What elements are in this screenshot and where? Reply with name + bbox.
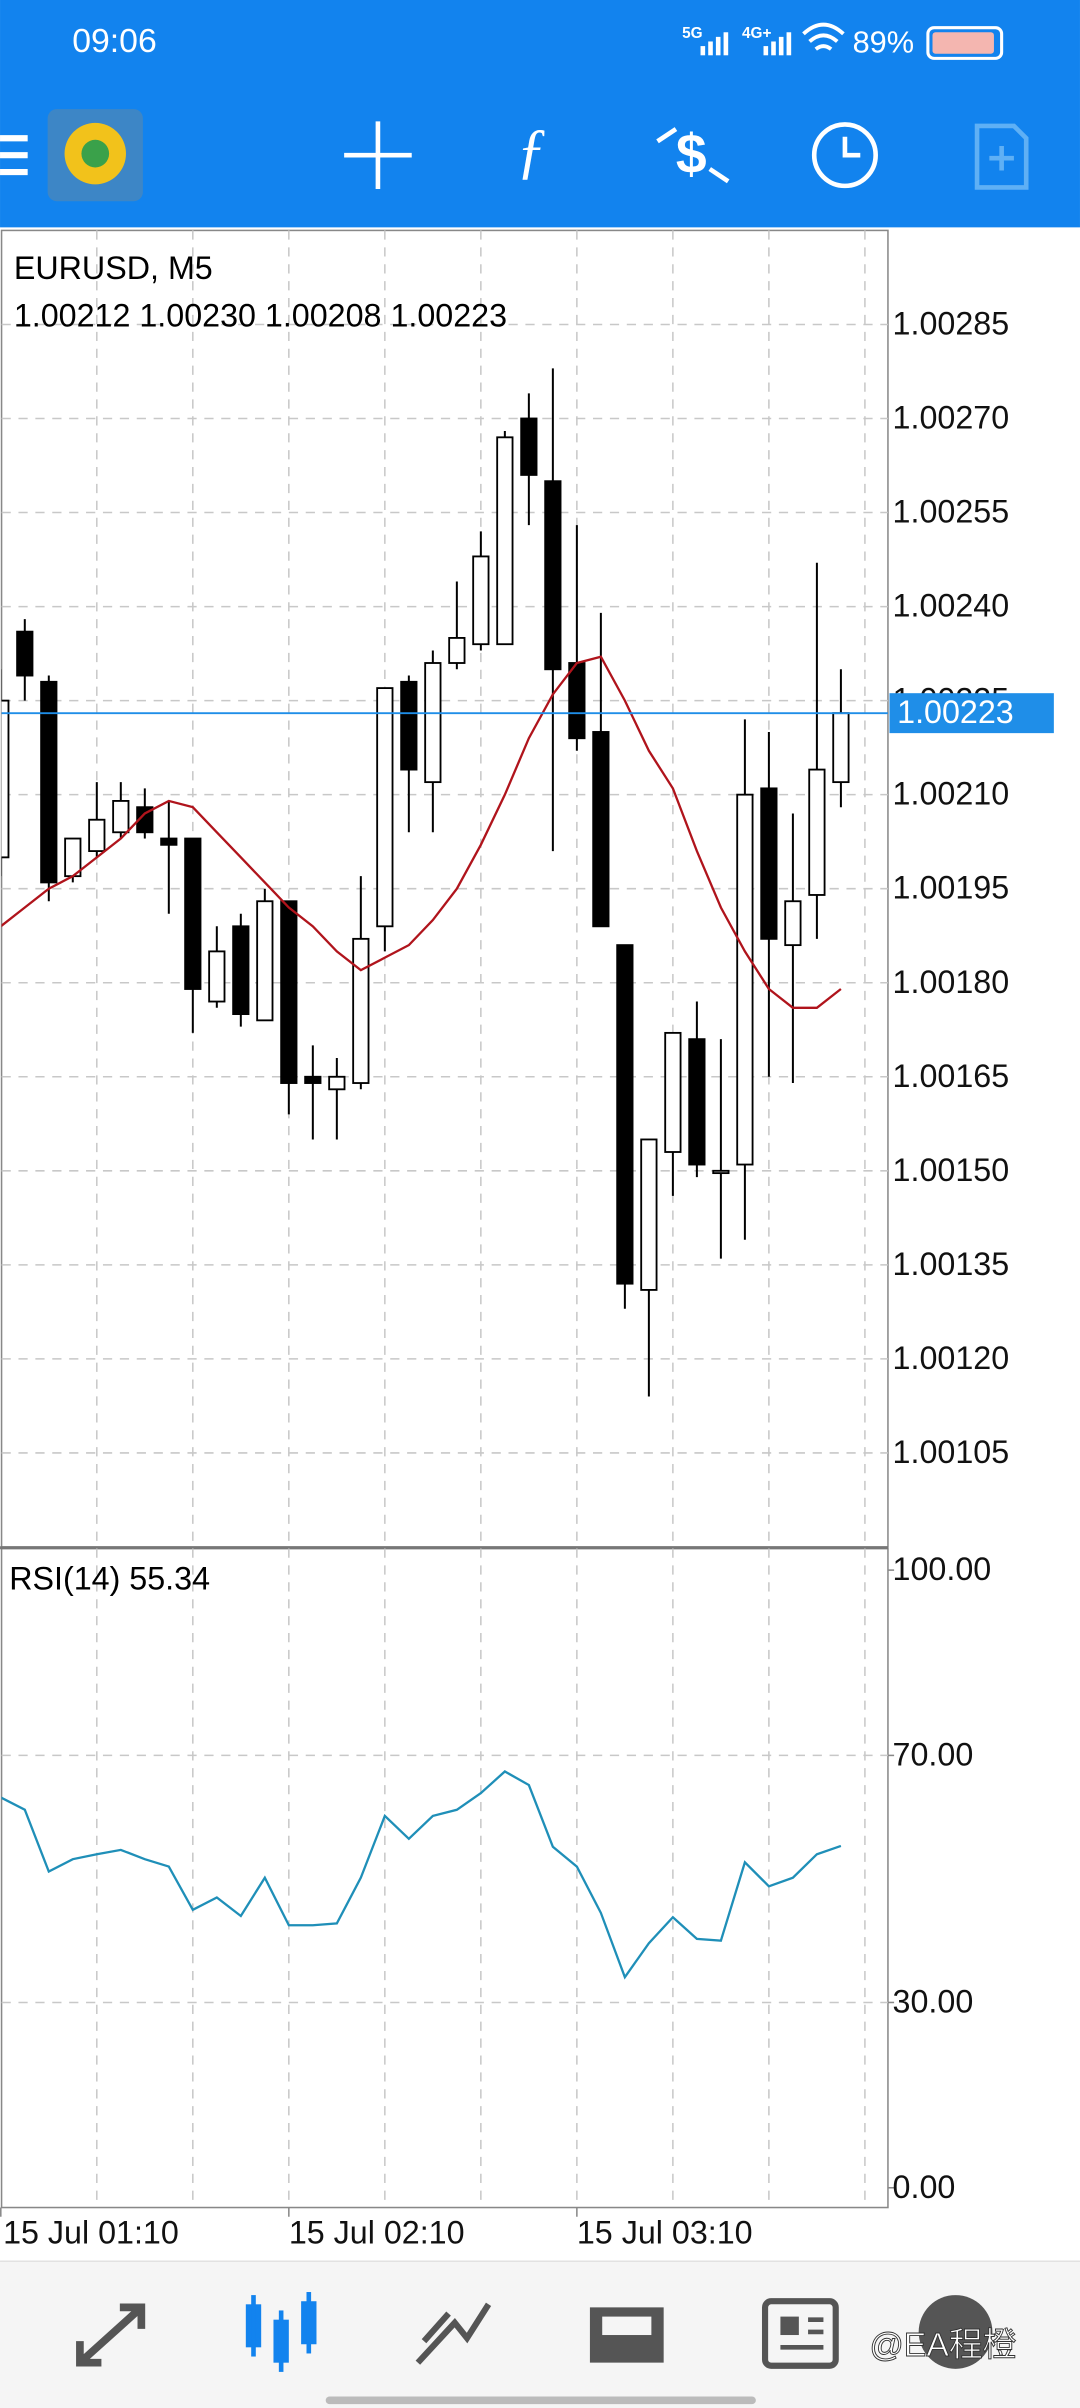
candle-body [784, 900, 802, 947]
wifi-icon [802, 22, 845, 51]
indicators-button[interactable]: ƒ [516, 117, 547, 185]
y-tick-label: 1.00135 [893, 1246, 1010, 1282]
candle-body [448, 637, 466, 664]
bottom-nav [0, 2261, 1080, 2408]
candle-body [688, 1038, 706, 1166]
chart-tab[interactable] [245, 2292, 317, 2372]
candle-body [808, 768, 826, 896]
candle-body [520, 417, 538, 476]
y-tick-label: 100.00 [893, 1551, 992, 1587]
moving-average [1, 655, 842, 1009]
quotes-tab[interactable] [76, 2303, 146, 2367]
candle-body [160, 837, 178, 846]
candle-body [16, 630, 34, 677]
app-logo [81, 139, 110, 168]
candle-body [376, 687, 394, 928]
trade-button [656, 127, 730, 184]
y-tick-label: 0.00 [893, 2169, 956, 2205]
current-price-box [889, 693, 1054, 734]
candle-body [832, 712, 850, 784]
y-tick-label: 30.00 [893, 1984, 974, 2020]
rsi-line [1, 1770, 842, 1980]
battery-text: 89% [853, 25, 914, 60]
x-tick-label: 15 Jul 02:10 [289, 2215, 465, 2251]
y-tick-label: 1.00120 [893, 1340, 1010, 1376]
x-tick-label: 15 Jul 01:10 [3, 2215, 179, 2251]
candle-body [736, 793, 754, 1166]
news-tab[interactable] [761, 2298, 839, 2369]
battery-icon [926, 26, 1004, 60]
network-label: 4G+ [742, 25, 771, 42]
rsi-panel [0, 1547, 889, 2209]
y-tick-label: 1.00240 [893, 588, 1010, 624]
status-time: 09:06 [72, 22, 157, 60]
trade-tab[interactable] [415, 2302, 492, 2365]
candle-body [304, 1075, 322, 1084]
y-tick-label: 1.00255 [893, 494, 1010, 530]
candle-body [424, 662, 442, 784]
candle-body [664, 1031, 682, 1153]
signal-icon [763, 32, 792, 56]
battery-level [932, 32, 994, 54]
y-tick-label: 1.00270 [893, 400, 1010, 436]
candle-body [712, 1169, 730, 1175]
chart-title: EURUSD, M5 [14, 250, 213, 286]
candle-body [280, 900, 298, 1084]
candle-body [256, 900, 274, 1022]
y-tick-label: 1.00210 [893, 776, 1010, 812]
candle-body [232, 925, 250, 1015]
candle-body [640, 1138, 658, 1291]
candle-body [568, 662, 586, 740]
candle-body [544, 480, 562, 671]
candle-body [1, 699, 10, 859]
y-tick-label: 1.00285 [893, 306, 1010, 342]
candle-body [208, 950, 226, 1003]
candle-body [328, 1075, 346, 1091]
history-tab[interactable] [589, 2307, 664, 2363]
candle-body [352, 937, 370, 1084]
candle-body [88, 818, 106, 853]
home-indicator [325, 2396, 756, 2405]
candle-body [40, 680, 58, 884]
watermark: @EA程橙 [870, 2326, 1017, 2364]
candle-body [760, 787, 778, 940]
candle-body [472, 555, 490, 646]
x-tick-label: 15 Jul 03:10 [577, 2215, 753, 2251]
current-price-label: 1.00223 [897, 694, 1014, 730]
settings-tab[interactable] [918, 2295, 993, 2369]
signal-icon [700, 32, 729, 56]
menu-button[interactable] [0, 135, 28, 176]
candle-body [496, 436, 514, 646]
candle-body [400, 680, 418, 771]
candle-body [592, 731, 610, 928]
y-tick-label: 1.00180 [893, 964, 1010, 1000]
y-tick-label: 1.00195 [893, 870, 1010, 906]
candle-body [136, 806, 154, 834]
candle-body [616, 944, 634, 1285]
y-tick-label: 1.00150 [893, 1152, 1010, 1188]
network-label: 5G [682, 25, 703, 42]
trade-button[interactable]: $ [676, 123, 707, 185]
timeframe-button[interactable] [811, 122, 878, 189]
candle-body [184, 837, 202, 990]
ohlc-label: 1.00212 1.00230 1.00208 1.00223 [14, 298, 507, 334]
y-tick-label: 70.00 [893, 1736, 974, 1772]
rsi-title: RSI(14) 55.34 [9, 1560, 210, 1596]
y-tick-label: 1.00165 [893, 1058, 1010, 1094]
y-tick-label: 1.00105 [893, 1434, 1010, 1470]
app-bar [0, 0, 1080, 228]
new-order-button[interactable] [974, 123, 1029, 190]
crosshair-button[interactable] [344, 121, 412, 189]
candle-body [112, 800, 130, 834]
